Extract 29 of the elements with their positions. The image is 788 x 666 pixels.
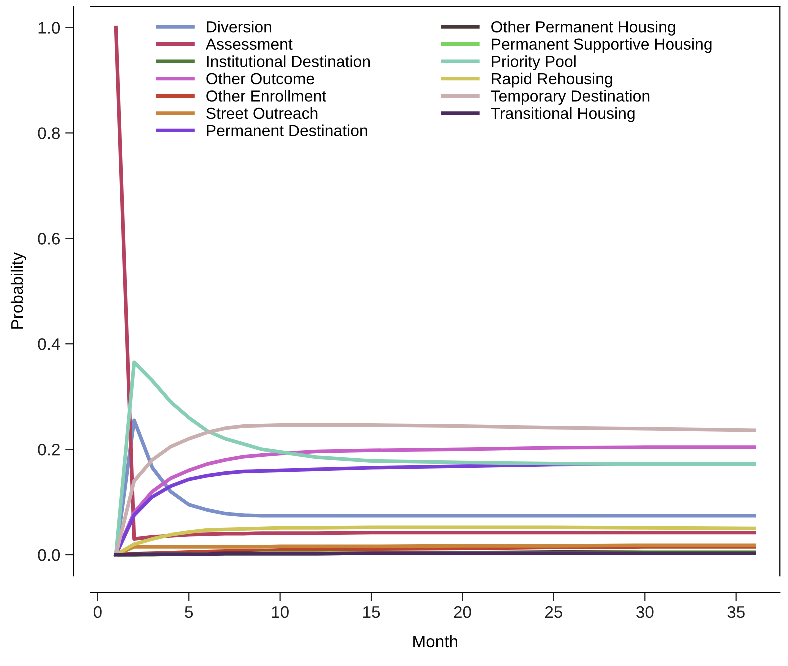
legend-label: Institutional Destination [207,56,370,68]
y-axis-title: Probability [10,252,26,329]
x-tick-label: 10 [272,606,289,618]
y-tick-label: 0.6 [38,233,60,245]
legend-label: Temporary Destination [491,90,650,106]
x-tick-label: 30 [636,606,654,618]
legend-label: Permanent Supportive Housing [492,38,712,54]
legend-label: Assessment [206,38,293,50]
legend-label: Other Enrollment [206,90,326,102]
legend-label: Transitional Housing [491,107,635,122]
legend-label: Rapid Rehousing [492,72,612,88]
x-tick-label: 0 [94,606,102,618]
y-tick-label: 0.4 [38,338,60,350]
x-tick-label: 15 [364,606,380,618]
y-tick-label: 0.8 [38,128,60,140]
legend-label: Diversion [207,21,272,33]
x-tick-label: 35 [728,606,745,618]
y-tick-label: 1.0 [38,22,60,34]
y-tick-label: 0.0 [38,549,60,562]
x-axis-title: Month [414,635,458,648]
x-tick-label: 25 [546,606,563,618]
x-tick-label: 20 [454,606,472,618]
legend-label: Priority Pool [492,56,576,70]
y-tick-label: 0.2 [38,444,60,456]
legend-label: Permanent Destination [207,124,368,136]
legend-label: Other Permanent Housing [492,21,676,36]
legend-label: Other Outcome [206,72,314,85]
x-tick-label: 5 [185,606,194,618]
legend-label: Street Outreach [206,107,318,120]
